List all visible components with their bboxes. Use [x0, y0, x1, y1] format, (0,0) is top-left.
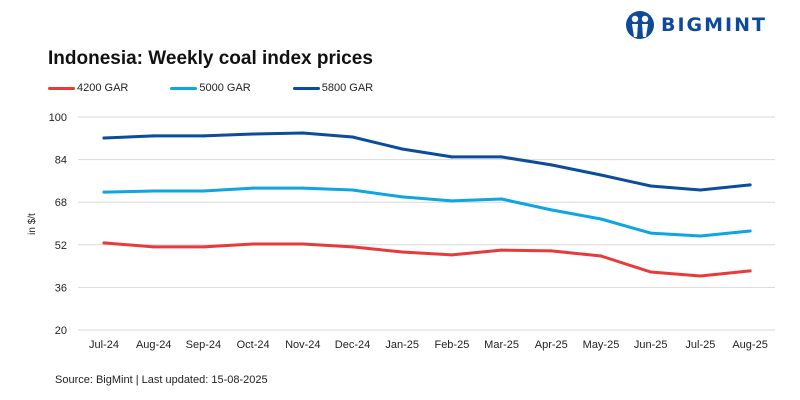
legend-label: 4200 GAR: [77, 82, 129, 94]
data-point[interactable]: [152, 189, 156, 193]
data-point[interactable]: [102, 241, 106, 245]
x-tick-label: Sep-24: [186, 339, 221, 351]
data-point[interactable]: [301, 186, 305, 190]
data-point[interactable]: [649, 231, 653, 235]
legend-swatch-4200: [48, 86, 75, 90]
data-point[interactable]: [351, 135, 354, 139]
data-point[interactable]: [599, 217, 603, 221]
data-point[interactable]: [549, 208, 553, 212]
legend-swatch-5800: [292, 86, 320, 90]
x-tick-label: Apr-25: [535, 339, 568, 351]
data-point[interactable]: [152, 245, 156, 249]
data-point[interactable]: [748, 183, 752, 187]
data-point[interactable]: [698, 274, 702, 278]
x-tick-label: Jul-24: [89, 339, 119, 351]
data-point[interactable]: [549, 249, 553, 253]
y-tick-label: 52: [55, 240, 67, 252]
data-point[interactable]: [500, 155, 504, 159]
x-tick-label: May-25: [583, 339, 620, 351]
data-point[interactable]: [201, 245, 205, 249]
x-tick-label: Mar-25: [484, 339, 519, 351]
y-axis-label: in $/t: [27, 213, 38, 235]
data-point[interactable]: [400, 147, 404, 151]
bigmint-logo: BIGMINT: [625, 10, 767, 40]
x-tick-label: Oct-24: [237, 339, 270, 351]
data-point[interactable]: [450, 253, 454, 257]
data-point[interactable]: [251, 186, 255, 190]
data-point[interactable]: [251, 242, 255, 246]
data-point[interactable]: [351, 188, 354, 192]
legend-swatch-5000: [170, 86, 198, 90]
x-tick-label: Dec-24: [335, 339, 370, 351]
data-point[interactable]: [500, 248, 504, 252]
series-lines: [102, 131, 752, 278]
y-tick-label: 68: [55, 197, 67, 209]
data-point[interactable]: [400, 250, 404, 254]
x-tick-label: Nov-24: [285, 339, 320, 351]
y-tick-label: 36: [55, 282, 67, 294]
data-point[interactable]: [698, 234, 702, 238]
data-point[interactable]: [599, 173, 603, 177]
data-point[interactable]: [301, 131, 305, 135]
data-point[interactable]: [351, 245, 354, 249]
x-tick-label: Feb-25: [434, 339, 469, 351]
legend-label: 5000 GAR: [199, 82, 251, 94]
gridlines: [78, 116, 775, 331]
y-axis-ticks: 20 36 52 68 84 100: [49, 112, 67, 337]
brand-name: BIGMINT: [661, 14, 767, 36]
y-tick-label: 100: [49, 112, 67, 124]
x-tick-label: Aug-25: [732, 339, 767, 351]
x-axis-ticks: Jul-24 Aug-24 Sep-24 Oct-24 Nov-24 Dec-24 Jan-…: [89, 339, 768, 351]
y-tick-label: 84: [55, 155, 67, 167]
bigmint-logo-icon: [626, 11, 654, 39]
legend-item-5800[interactable]: 5800 GAR: [292, 82, 374, 94]
legend-item-5000[interactable]: 5000 GAR: [170, 82, 251, 94]
y-tick-label: 20: [55, 325, 67, 337]
data-point[interactable]: [201, 134, 205, 138]
series-line-5000-gar: [102, 186, 752, 238]
data-point[interactable]: [102, 190, 106, 194]
x-tick-label: Aug-24: [136, 339, 171, 351]
legend-item-4200[interactable]: 4200 GAR: [48, 82, 128, 94]
series-line-4200-gar: [102, 241, 752, 278]
data-point[interactable]: [698, 188, 702, 192]
data-point[interactable]: [649, 270, 653, 274]
legend: 4200 GAR 5000 GAR 5800 GAR: [48, 82, 415, 94]
data-point[interactable]: [301, 242, 305, 246]
data-point[interactable]: [549, 163, 553, 167]
data-point[interactable]: [201, 189, 205, 193]
data-point[interactable]: [748, 229, 752, 233]
data-point[interactable]: [599, 254, 603, 258]
x-tick-label: Jun-25: [634, 339, 668, 351]
data-point[interactable]: [748, 269, 752, 273]
chart-title: Indonesia: Weekly coal index prices: [48, 48, 373, 69]
data-point[interactable]: [450, 199, 454, 203]
data-point[interactable]: [102, 136, 106, 140]
data-point[interactable]: [152, 134, 156, 138]
data-point[interactable]: [400, 195, 404, 199]
legend-label: 5800 GAR: [321, 82, 374, 94]
x-tick-label: Jan-25: [385, 339, 419, 351]
x-tick-label: Jul-25: [685, 339, 715, 351]
data-point[interactable]: [649, 184, 653, 188]
data-point[interactable]: [251, 132, 255, 136]
data-point[interactable]: [500, 197, 504, 201]
series-line-5800-gar: [102, 131, 752, 192]
source-note: Source: BigMint | Last updated: 15-08-20…: [55, 374, 268, 386]
data-point[interactable]: [450, 155, 454, 159]
